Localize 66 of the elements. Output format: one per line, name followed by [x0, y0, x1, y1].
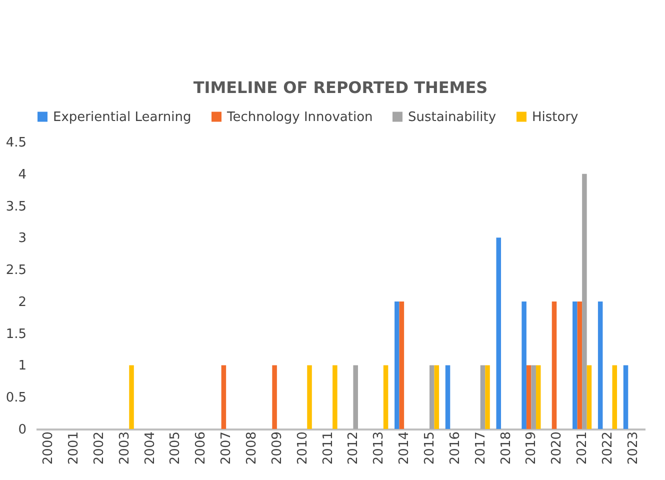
- y-tick-label: 1.5: [6, 326, 26, 342]
- x-tick-label: 2019: [524, 432, 540, 465]
- x-tick-label: 2023: [626, 432, 641, 465]
- bar: [129, 365, 134, 429]
- x-tick-label: 2003: [117, 432, 132, 465]
- x-tick-label: 2022: [600, 432, 616, 465]
- x-tick-label: 2004: [142, 432, 158, 465]
- bar: [586, 365, 592, 429]
- x-tick-label: 2014: [397, 432, 412, 465]
- x-tick-label: 2018: [498, 432, 514, 465]
- x-tick-label: 2009: [270, 432, 285, 465]
- bar: [577, 301, 582, 429]
- bar: [394, 301, 400, 429]
- bar: [522, 301, 526, 429]
- y-tick-label: 2.5: [6, 263, 26, 278]
- x-tick-label: 2021: [575, 432, 590, 465]
- y-tick-label: 4: [18, 167, 26, 182]
- x-tick-label: 2000: [41, 432, 56, 465]
- x-tick-label: 2020: [550, 432, 565, 465]
- bar: [272, 365, 277, 429]
- bar: [307, 365, 312, 429]
- bar: [480, 365, 486, 429]
- bar: [598, 301, 603, 429]
- x-tick-label: 2008: [244, 432, 260, 465]
- y-tick-label: 2: [18, 294, 26, 310]
- legend-label: History: [532, 110, 579, 125]
- bar: [430, 365, 434, 429]
- bar: [496, 238, 502, 429]
- y-tick-label: 1: [18, 358, 26, 374]
- bar: [383, 365, 388, 429]
- bar: [612, 365, 618, 429]
- x-tick-label: 2016: [448, 432, 463, 465]
- bar: [434, 365, 440, 429]
- x-tick-label: 2001: [66, 432, 82, 465]
- legend-label: Sustainability: [408, 110, 496, 125]
- y-tick-label: 0.5: [6, 390, 26, 406]
- legend-label: Technology Innovation: [226, 110, 373, 125]
- x-tick-label: 2005: [168, 432, 184, 465]
- bar: [485, 365, 490, 429]
- bar: [526, 365, 532, 429]
- bar: [623, 365, 628, 429]
- x-tick-label: 2011: [320, 432, 336, 465]
- bar: [445, 365, 450, 429]
- y-tick-label: 3: [18, 231, 26, 246]
- bar: [332, 365, 338, 429]
- x-tick-label: 2006: [194, 432, 209, 465]
- bar: [582, 174, 587, 429]
- y-tick-label: 0: [18, 422, 26, 438]
- bar: [221, 365, 226, 429]
- x-tick-label: 2002: [92, 432, 107, 465]
- bar: [531, 365, 536, 429]
- legend-label: Experiential Learning: [53, 110, 192, 125]
- bar: [399, 301, 404, 429]
- x-tick-label: 2015: [422, 432, 438, 465]
- x-tick-label: 2012: [346, 432, 362, 465]
- x-tick-label: 2013: [372, 432, 387, 465]
- bar: [353, 365, 358, 429]
- x-tick-label: 2017: [473, 432, 488, 465]
- bar: [572, 301, 578, 429]
- y-tick-label: 4.5: [6, 136, 26, 150]
- y-tick-label: 3.5: [6, 199, 26, 214]
- bar: [536, 365, 541, 429]
- x-tick-label: 2007: [219, 432, 234, 465]
- chart-title: TIMELINE OF REPORTED THEMES: [193, 78, 488, 97]
- bar: [552, 301, 557, 429]
- x-tick-label: 2010: [295, 432, 310, 465]
